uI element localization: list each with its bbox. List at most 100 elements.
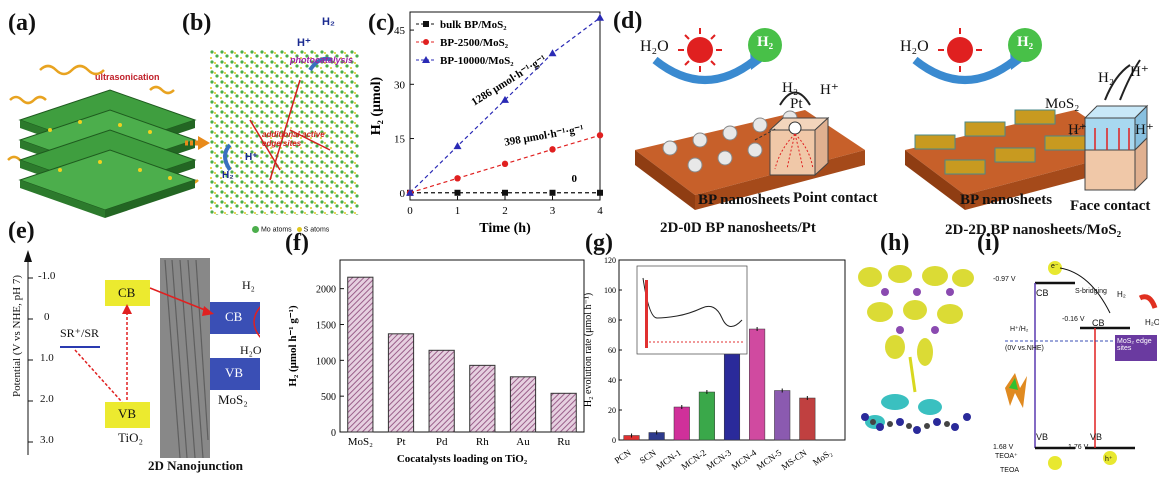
e-h2o: H₂O — [240, 343, 262, 357]
e-ylabel: Potential (V vs NHE, pH 7) — [11, 275, 23, 398]
d-right-h2: H₂ — [1017, 34, 1034, 50]
chart-g-xtick-label: MCN-4 — [730, 447, 759, 472]
d-left-h2o: H₂O — [640, 38, 669, 55]
e-vb2: VB — [225, 365, 244, 380]
chart-c-point — [597, 189, 603, 196]
e-ytick-4: 3.0 — [40, 434, 54, 446]
chart-f-ytick-label: 0 — [331, 428, 336, 439]
chart-f-xtick-label: Pt — [396, 436, 405, 448]
b-edge-sites: additional active edge sites — [262, 130, 325, 148]
panel-d-illustration — [635, 28, 1149, 210]
chart-c-point — [596, 13, 604, 21]
chart-c-legend-marker — [423, 39, 429, 45]
chart-g-bar — [799, 397, 816, 441]
chart-c-legend-label: BP-2500/MoS₂ — [440, 37, 509, 49]
panel-label-f: (f) — [285, 230, 309, 256]
d-left-h2: H₂ — [757, 34, 774, 50]
panel-label-g: (g) — [585, 230, 613, 256]
chart-c-point — [454, 189, 461, 196]
chart-c-ylabel: H₂ (μmol) — [369, 76, 384, 135]
chart-c-ytick-label: 30 — [394, 79, 406, 91]
e-h2: H₂ — [242, 278, 255, 292]
i-h2: H₂ — [1117, 290, 1126, 299]
d-left-point-contact: Point contact — [793, 190, 878, 206]
chart-c-ytick-label: 15 — [394, 134, 406, 146]
panel-label-a: (a) — [8, 10, 36, 36]
chart-g-xtick-label: MCN-1 — [654, 447, 683, 471]
i-vb: VB — [1036, 432, 1049, 442]
s-atoms-label: S atoms — [303, 226, 330, 234]
chart-g-ytick-label: 20 — [608, 406, 616, 415]
i-hole: h⁺ — [1105, 456, 1113, 463]
chart-f-bar — [387, 333, 415, 433]
chart-f-xtick-label: Pd — [436, 436, 448, 448]
i-teoa1: TEOA⁺ — [995, 453, 1018, 460]
chart-f-ylabel: H₂ (μmol h⁻¹ g⁻¹) — [287, 305, 299, 387]
i-v3: 1.68 V — [993, 444, 1014, 451]
chart-c-series-line — [409, 17, 601, 194]
chart-g-xtick-label: MCN-2 — [679, 447, 708, 471]
d-left-hplus: H⁺ — [820, 82, 839, 98]
chart-g-inset-curve — [642, 277, 743, 327]
s-atom-dot — [296, 227, 302, 232]
chart-c-legend-label: bulk BP/MoS₂ — [440, 19, 507, 31]
chart-c-point — [454, 175, 461, 182]
chart-f-xlabel: Cocatalysts loading on TiO₂ — [397, 453, 528, 465]
panel-b-illustration — [210, 50, 360, 215]
panel-i-diagram — [1005, 261, 1158, 470]
chart-c-legend-marker — [423, 21, 429, 27]
chart-f: 0 500 1000 1500 2000 MoS₂ Pt Pd Rh Au Ru Cocatalyst… — [287, 259, 585, 465]
chart-g-inset — [636, 265, 748, 355]
mo-atoms-legend: Mo atoms S atoms — [252, 226, 329, 233]
b-hplus-left: H⁺ — [245, 152, 258, 163]
chart-c: 0 1 2 3 4 0 15 30 45 Time (h) H₂ (μmol) bulk BP/MoS… — [369, 11, 604, 236]
e-sr: SR⁺/SR — [60, 326, 100, 340]
chart-g-ytick-label: 120 — [604, 256, 616, 265]
chart-c-annotation: 0 — [572, 173, 578, 185]
chart-g-ylabel: H₂ evolution rate (μmol h⁻¹) — [583, 293, 594, 407]
chart-g-xtick-label: MCN-3 — [704, 447, 733, 472]
d-right-h2b: H₂ — [1098, 70, 1115, 86]
chart-c-point — [596, 132, 604, 139]
d-left-pt: Pt — [790, 96, 803, 112]
chart-c-xtick-label: 4 — [597, 205, 603, 217]
d-right-hplus3: H⁺ — [1135, 122, 1154, 138]
chart-g-ytick-label: 80 — [608, 316, 616, 325]
d-left-caption: 2D-0D BP nanosheets/Pt — [660, 220, 816, 236]
e-vb: VB — [118, 406, 137, 421]
chart-c-xlabel: Time (h) — [479, 221, 531, 236]
i-v4: 1.76 V — [1068, 444, 1089, 451]
b-h2-top: H₂ — [322, 16, 335, 28]
chart-c-ytick-label: 45 — [394, 25, 406, 37]
panel-label-h: (h) — [880, 230, 910, 256]
chart-g-xtick-label: MS-CN — [779, 447, 808, 472]
chart-c-point — [549, 189, 556, 196]
i-cb: CB — [1036, 288, 1049, 298]
d-right-hplus1: H⁺ — [1130, 64, 1149, 80]
chart-c-annotation: 398 μmol·h⁻¹·g⁻¹ — [503, 123, 584, 149]
chart-c-xtick-label: 1 — [455, 205, 461, 217]
e-ytick-2: 1.0 — [40, 352, 54, 364]
ultrasonication-label: ultrasonication — [95, 72, 160, 82]
chart-c-point — [453, 142, 462, 150]
chart-g-ytick-label: 40 — [608, 376, 616, 385]
chart-c-legend-label: BP-10000/MoS₂ — [440, 55, 514, 67]
i-sbridge: S-bridging — [1075, 288, 1107, 295]
chart-g-xtick-label: MCN-5 — [755, 447, 784, 472]
b-h2-left: H₂ — [222, 170, 234, 181]
chart-f-bar — [550, 392, 577, 433]
e-caption: 2D Nanojunction — [148, 458, 243, 473]
chart-f-xtick-label: Rh — [476, 436, 489, 448]
chart-g-bar — [749, 328, 766, 441]
chart-f-bar — [347, 276, 374, 433]
panel-label-b: (b) — [182, 10, 212, 36]
d-right-hplus2: H⁺ — [1068, 122, 1087, 138]
i-hh2: H⁺/H₂ — [1010, 326, 1029, 333]
chart-f-bar — [509, 376, 537, 433]
chart-f-ytick-label: 500 — [321, 392, 336, 403]
e-ytick-3: 2.0 — [40, 393, 54, 405]
d-right-caption: 2D-2D BP nanosheets/MoS₂ — [945, 222, 1122, 238]
i-v2: -0.16 V — [1062, 316, 1085, 323]
chart-f-bar — [469, 364, 496, 433]
